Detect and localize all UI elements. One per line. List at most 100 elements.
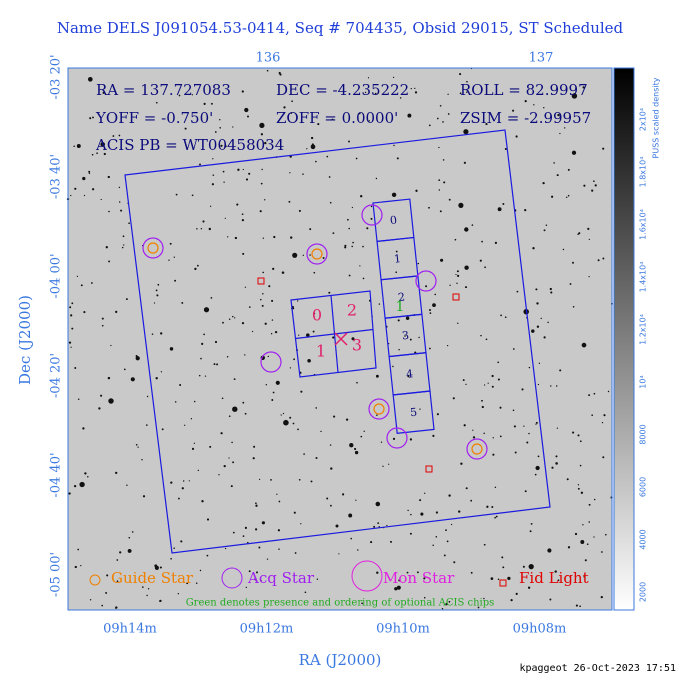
star-dot	[428, 124, 431, 127]
star-dot	[199, 569, 202, 572]
star-dot	[223, 464, 226, 468]
star-dot	[241, 218, 245, 222]
star-dot	[87, 475, 89, 478]
star-dot	[272, 267, 275, 271]
star-dot	[583, 184, 586, 187]
star-dot	[535, 421, 538, 424]
star-dot	[491, 374, 494, 378]
star-dot	[578, 232, 581, 235]
star-dot	[435, 536, 438, 538]
star-dot	[579, 464, 582, 467]
star-dot	[107, 175, 110, 179]
star-dot	[414, 87, 416, 90]
star-dot	[567, 546, 571, 549]
star-dot	[536, 302, 539, 305]
star-dot	[579, 605, 581, 608]
star-dot	[537, 455, 540, 458]
star-dot	[169, 242, 172, 245]
star-dot	[203, 307, 210, 313]
star-dot	[434, 293, 437, 296]
star-dot	[275, 380, 280, 385]
star-dot	[102, 91, 105, 94]
star-dot	[397, 319, 400, 322]
acq-star	[466, 438, 488, 460]
star-field	[66, 67, 613, 610]
star-dot	[313, 312, 316, 315]
star-dot	[420, 512, 424, 516]
star-dot	[206, 554, 209, 557]
star-dot	[562, 248, 565, 251]
star-dot	[248, 306, 251, 308]
y-tick-label: -03 40'	[49, 154, 64, 199]
star-dot	[197, 264, 199, 267]
star-dot	[472, 436, 476, 439]
legend-fid: Fid Light	[519, 569, 589, 587]
star-dot	[84, 472, 87, 475]
star-dot	[291, 100, 293, 103]
star-dot	[242, 535, 245, 537]
star-dot	[556, 174, 559, 177]
x-tick-label: 09h10m	[376, 622, 430, 637]
star-dot	[409, 338, 412, 341]
star-dot	[448, 198, 451, 201]
star-dot	[394, 587, 398, 591]
star-dot	[273, 235, 276, 239]
star-dot	[415, 189, 418, 192]
star-dot	[547, 548, 552, 553]
star-dot	[251, 330, 254, 333]
star-dot	[409, 532, 412, 535]
star-dot	[567, 168, 570, 171]
star-dot	[577, 434, 580, 437]
star-dot	[471, 224, 474, 226]
fid-light	[425, 465, 433, 473]
star-dot	[224, 547, 227, 550]
star-dot	[270, 479, 272, 481]
star-dot	[281, 271, 285, 274]
star-dot	[105, 246, 108, 249]
star-dot	[260, 580, 262, 582]
star-dot	[504, 316, 507, 319]
star-dot	[364, 91, 367, 94]
star-dot	[399, 97, 402, 99]
acq-star	[260, 351, 282, 373]
star-dot	[242, 252, 245, 255]
star-dot	[580, 491, 584, 494]
star-dot	[91, 188, 95, 191]
star-dot	[68, 341, 72, 344]
guide-star	[311, 248, 323, 260]
star-dot	[198, 374, 201, 377]
star-dot	[472, 429, 474, 431]
star-dot	[588, 275, 590, 278]
star-dot	[254, 578, 257, 581]
star-dot	[112, 135, 115, 137]
star-dot	[487, 382, 489, 384]
star-dot	[470, 499, 473, 502]
star-dot	[178, 94, 181, 97]
star-dot	[376, 414, 378, 416]
star-dot	[262, 271, 265, 274]
star-dot	[270, 333, 273, 335]
star-dot	[513, 425, 516, 428]
star-dot	[366, 227, 369, 230]
star-dot	[255, 504, 258, 507]
star-dot	[380, 441, 383, 443]
star-dot	[514, 451, 517, 454]
star-dot	[356, 381, 358, 384]
star-dot	[147, 588, 150, 590]
star-dot	[277, 529, 281, 532]
acis-i-label: 2	[347, 301, 357, 320]
star-dot	[424, 492, 426, 494]
star-dot	[290, 112, 293, 114]
y-tick-label: -04 20'	[49, 353, 64, 398]
star-dot	[603, 414, 606, 417]
star-dot	[131, 531, 134, 533]
star-dot	[601, 421, 604, 424]
star-dot	[297, 300, 299, 302]
star-dot	[74, 367, 77, 369]
star-dot	[128, 536, 131, 539]
star-dot	[83, 311, 86, 314]
star-dot	[491, 385, 494, 388]
markers	[142, 204, 488, 473]
star-dot	[528, 563, 534, 570]
star-dot	[591, 414, 594, 417]
